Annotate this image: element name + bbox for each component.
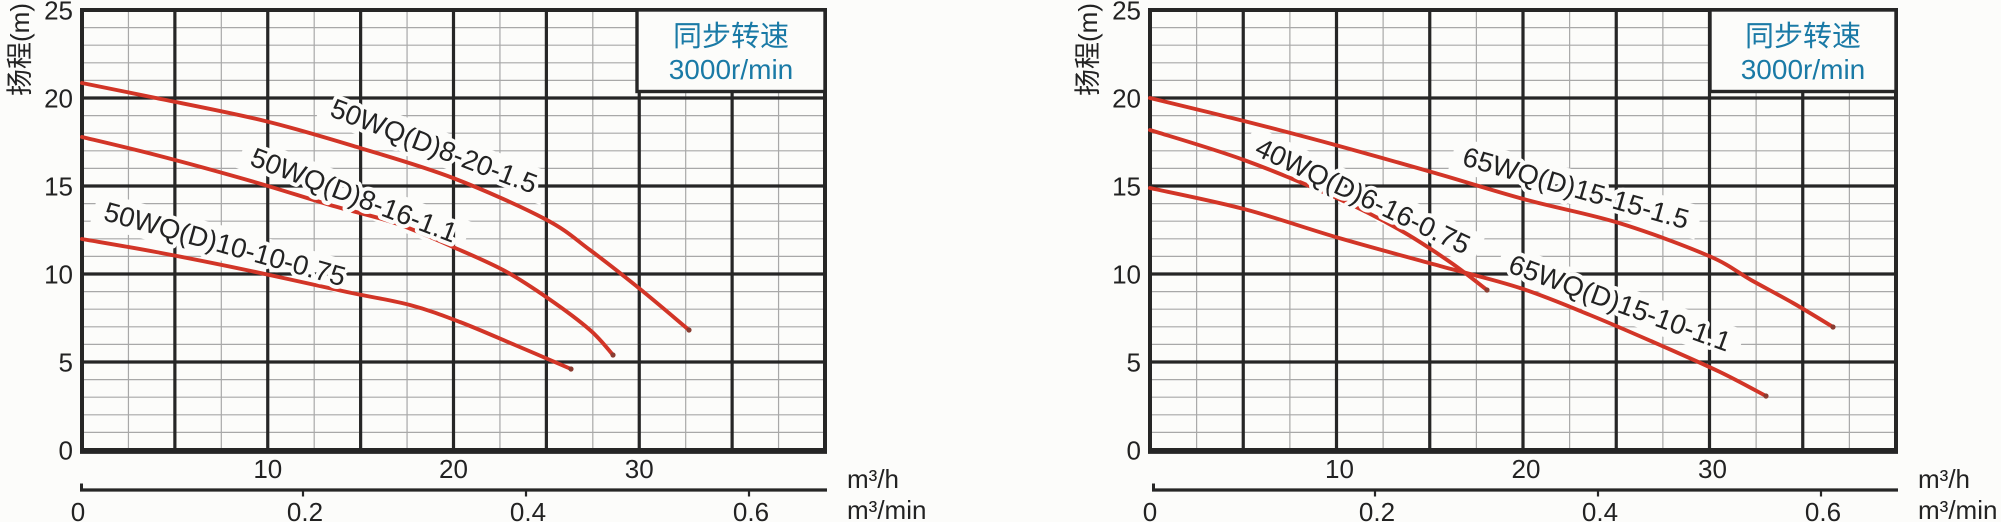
svg-text:10: 10 (44, 260, 73, 290)
svg-text:5: 5 (1127, 348, 1141, 378)
svg-text:m³/h: m³/h (1918, 464, 1970, 494)
svg-text:10: 10 (253, 454, 282, 484)
svg-text:0.4: 0.4 (1582, 497, 1618, 522)
svg-text:10: 10 (1112, 260, 1141, 290)
svg-text:0.2: 0.2 (287, 497, 323, 522)
svg-text:5: 5 (59, 348, 73, 378)
svg-text:30: 30 (1698, 454, 1727, 484)
svg-text:20: 20 (1512, 454, 1541, 484)
svg-text:0.6: 0.6 (1805, 497, 1841, 522)
svg-text:0: 0 (1143, 497, 1157, 522)
svg-text:3000r/min: 3000r/min (669, 54, 794, 85)
svg-text:0: 0 (59, 436, 73, 466)
svg-text:20: 20 (439, 454, 468, 484)
svg-text:(m): (m) (5, 3, 35, 42)
svg-text:m³/h: m³/h (847, 464, 899, 494)
svg-text:10: 10 (1325, 454, 1354, 484)
svg-text:15: 15 (1112, 172, 1141, 202)
svg-text:3000r/min: 3000r/min (1741, 54, 1866, 85)
svg-text:15: 15 (44, 172, 73, 202)
svg-text:30: 30 (625, 454, 654, 484)
svg-text:m³/min: m³/min (1918, 495, 1997, 522)
svg-text:25: 25 (1112, 0, 1141, 26)
svg-text:0.6: 0.6 (733, 497, 769, 522)
svg-text:25: 25 (44, 0, 73, 26)
svg-text:0.4: 0.4 (510, 497, 546, 522)
svg-text:20: 20 (1112, 84, 1141, 114)
svg-text:0.2: 0.2 (1359, 497, 1395, 522)
svg-text:m³/min: m³/min (847, 495, 926, 522)
svg-text:0: 0 (71, 497, 85, 522)
svg-text:20: 20 (44, 84, 73, 114)
svg-text:(m): (m) (1073, 3, 1103, 42)
svg-text:0: 0 (1127, 436, 1141, 466)
